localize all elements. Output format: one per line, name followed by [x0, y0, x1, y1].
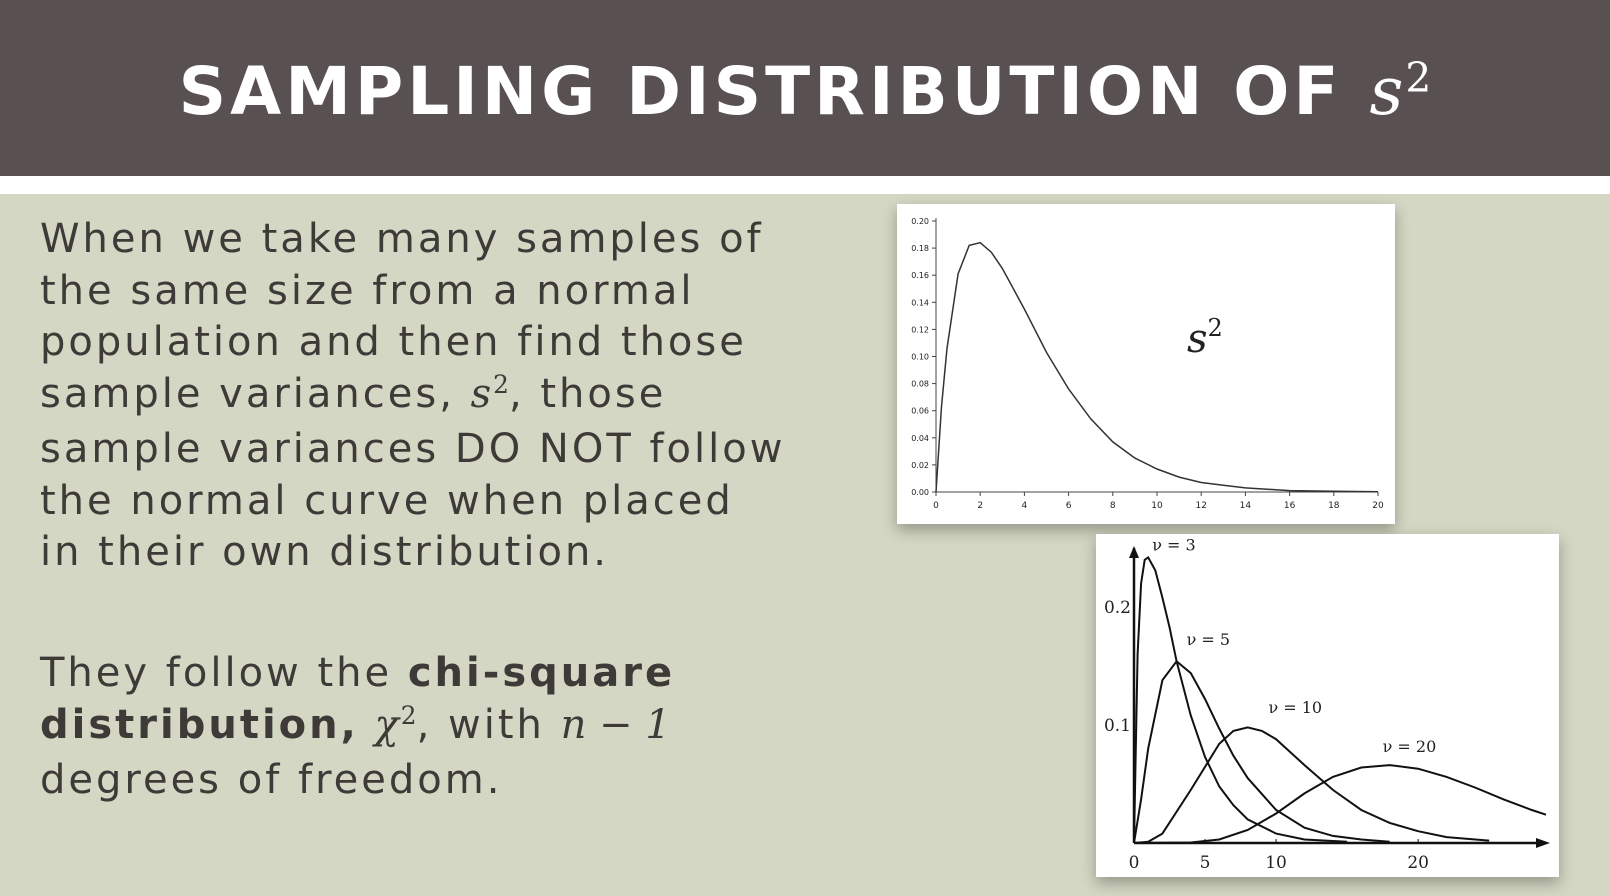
n-minus-one: n − 1: [560, 701, 671, 748]
paragraph-1-line-4: sample variances, s2, those: [40, 369, 667, 417]
s2-density-curve: [935, 241, 1379, 493]
y-tick-label: 0.08: [911, 380, 929, 389]
series-label: ν = 5: [1187, 630, 1230, 649]
x-axis-arrow: [1536, 838, 1550, 848]
x-tick-label: 20: [1372, 501, 1384, 511]
y-tick-label: 0.18: [911, 244, 929, 253]
x-tick-label: 16: [1284, 501, 1296, 511]
slide-title-text: SAMPLING DISTRIBUTION OF: [178, 53, 1343, 130]
paragraph-1-line: When we take many samples of: [40, 216, 764, 262]
paragraph-1-line: the same size from a normal: [40, 267, 695, 314]
x-tick-label: 0: [1129, 853, 1140, 873]
x-tick-label: 10: [1151, 501, 1163, 511]
y-tick-label: 0.06: [911, 407, 929, 416]
paragraph-1-line: the normal curve when placed: [40, 477, 734, 524]
title-bar: [0, 0, 1610, 176]
x-tick-label: 2: [977, 501, 983, 511]
y-tick-label: 0.14: [911, 298, 929, 307]
y-tick-label: 0.12: [911, 325, 929, 334]
s2-chart-svg: 0 2 4 6 8 10 12 14 16 18 20 0.00 0.02 0.04 0.06 0.08 0.1…: [911, 217, 1384, 511]
paragraph-1-line: population and then find those: [40, 319, 747, 365]
y-tick-label: 0.02: [911, 461, 929, 470]
chi-square-curve: [1133, 726, 1490, 844]
chi-square-chart: 0 5 10 20 0.1 0.2 ν = 3 ν = 5 ν = 10 ν = 20: [1096, 534, 1559, 877]
paragraph-1: When we take many samples of the same si…: [40, 214, 785, 579]
x-tick-label: 8: [1110, 501, 1116, 511]
x-tick-label: 10: [1265, 853, 1287, 873]
s2-chart-label: s2: [1187, 314, 1223, 362]
x-tick-label: 4: [1022, 501, 1028, 511]
y-tick-label: 0.16: [911, 271, 929, 280]
series-label: ν = 20: [1383, 737, 1437, 756]
paragraph-2: They follow the chi-square distribution,…: [40, 648, 675, 807]
y-tick-label: 0.20: [911, 217, 929, 226]
series-label: ν = 10: [1268, 698, 1322, 717]
chi-square-term: chi-square: [407, 650, 676, 696]
y-tick-label: 0.2: [1104, 598, 1131, 618]
x-tick-label: 0: [933, 501, 939, 511]
y-tick-label: 0.10: [911, 353, 929, 362]
title-exponent: 2: [1405, 53, 1432, 102]
x-tick-label: 18: [1328, 501, 1340, 511]
paragraph-1-line: sample variances DO NOT follow: [40, 426, 786, 472]
y-tick-label: 0.1: [1104, 716, 1131, 736]
x-tick-label: 20: [1407, 853, 1429, 873]
chi-square-chart-svg: 0 5 10 20 0.1 0.2 ν = 3 ν = 5 ν = 10 ν = 20: [1104, 535, 1550, 873]
chi-square-curve: [1133, 659, 1390, 844]
series-label: ν = 3: [1152, 535, 1195, 554]
inline-s-symbol: s2: [470, 369, 509, 417]
paragraph-2-line-1: They follow the chi-square: [40, 650, 676, 696]
y-axis-arrow: [1129, 546, 1139, 558]
s2-distribution-chart: 0 2 4 6 8 10 12 14 16 18 20 0.00 0.02 0.04 0.06 0.08 0.1…: [897, 204, 1395, 524]
paragraph-2-line-2: distribution, χ2, with n − 1: [40, 700, 671, 748]
y-tick-label: 0.04: [911, 434, 929, 443]
title-symbol: s2: [1369, 53, 1432, 130]
chi-symbol: χ2: [374, 700, 417, 748]
x-tick-label: 12: [1195, 501, 1206, 511]
chi-square-curve: [1133, 764, 1547, 844]
x-tick-label: 14: [1240, 501, 1252, 511]
x-tick-label: 5: [1200, 853, 1211, 873]
x-tick-label: 6: [1066, 501, 1072, 511]
title-underline-band: [0, 176, 1610, 194]
y-tick-label: 0.00: [911, 488, 929, 497]
slide-title: SAMPLING DISTRIBUTION OF s2: [0, 52, 1610, 140]
paragraph-2-line: degrees of freedom.: [40, 757, 503, 803]
paragraph-1-line: in their own distribution.: [40, 529, 610, 575]
